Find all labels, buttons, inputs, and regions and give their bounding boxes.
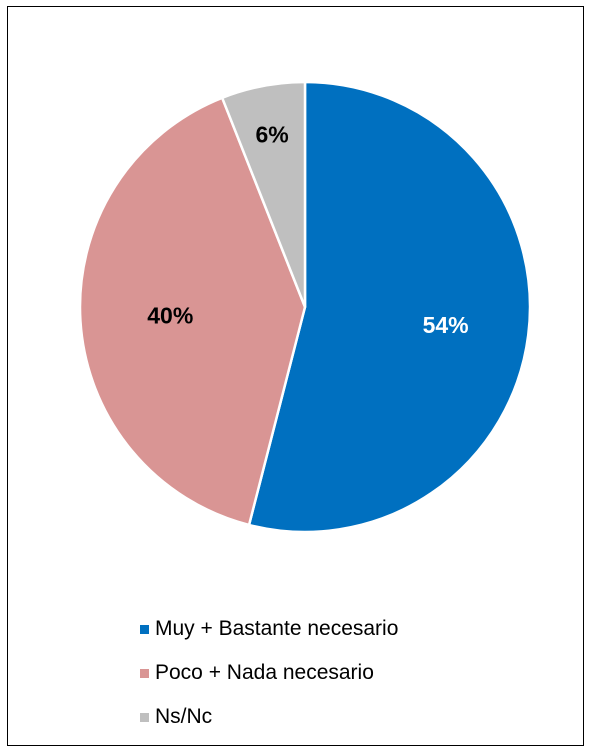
pie-chart: 54% 40% 6% (78, 80, 532, 534)
data-label-ns-nc: 6% (255, 122, 288, 148)
legend-label-poco-nada: Poco + Nada necesario (155, 661, 374, 684)
pie-slice-poco-nada-necesario (78, 96, 307, 527)
pie-slice-muy-bastante-necesario (247, 80, 532, 534)
data-label-muy-bastante-necesario: 54% (423, 312, 469, 338)
legend-swatch-poco-nada (140, 668, 149, 678)
legend-swatch-ns-nc (140, 712, 149, 722)
chart-frame: 54% 40% 6% Muy + Bastante necesario Poco +… (7, 6, 584, 746)
data-label-poco-nada-necesario: 40% (147, 302, 193, 328)
legend-label-ns-nc: Ns/Nc (155, 705, 213, 728)
legend-item-muy-bastante: Muy + Bastante necesario (140, 607, 398, 651)
legend-item-poco-nada: Poco + Nada necesario (140, 651, 398, 695)
pie-slice-ns-nc (220, 80, 307, 309)
legend: Muy + Bastante necesario Poco + Nada nec… (140, 607, 398, 739)
legend-swatch-muy-bastante (140, 624, 149, 634)
legend-label-muy-bastante: Muy + Bastante necesario (155, 617, 399, 640)
legend-item-ns-nc: Ns/Nc (140, 695, 398, 739)
